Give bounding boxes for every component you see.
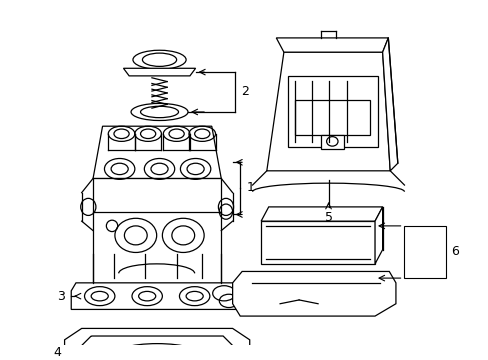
Polygon shape bbox=[276, 38, 387, 52]
Text: 3: 3 bbox=[57, 290, 64, 303]
Polygon shape bbox=[232, 271, 395, 316]
Text: 6: 6 bbox=[450, 246, 458, 258]
Polygon shape bbox=[64, 328, 249, 360]
Polygon shape bbox=[93, 126, 221, 179]
Text: 2: 2 bbox=[241, 85, 248, 98]
Polygon shape bbox=[287, 76, 377, 147]
Polygon shape bbox=[261, 207, 382, 221]
Polygon shape bbox=[266, 52, 389, 171]
Polygon shape bbox=[71, 283, 243, 310]
Polygon shape bbox=[123, 68, 195, 76]
Polygon shape bbox=[374, 207, 382, 264]
Polygon shape bbox=[295, 100, 369, 135]
Polygon shape bbox=[382, 38, 397, 171]
Text: 5: 5 bbox=[324, 211, 332, 224]
Text: 4: 4 bbox=[54, 346, 61, 359]
Polygon shape bbox=[261, 221, 374, 264]
Polygon shape bbox=[320, 135, 343, 149]
Text: 1: 1 bbox=[246, 181, 254, 194]
Polygon shape bbox=[93, 179, 221, 283]
